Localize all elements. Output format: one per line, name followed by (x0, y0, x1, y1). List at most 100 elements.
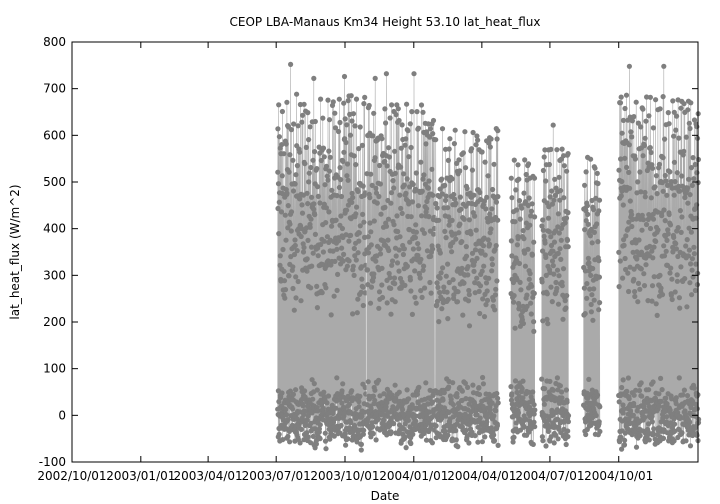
data-point (334, 246, 340, 252)
data-point (465, 272, 471, 278)
data-point (685, 107, 691, 113)
data-point (397, 234, 403, 240)
data-point (664, 192, 670, 198)
data-point (372, 387, 378, 393)
data-point (361, 101, 367, 107)
data-point (522, 157, 528, 163)
data-point (587, 233, 594, 239)
data-point (511, 434, 517, 440)
data-point (439, 415, 445, 421)
data-point (637, 169, 643, 175)
data-point (516, 260, 523, 267)
data-point (672, 289, 678, 295)
data-point (371, 110, 377, 116)
data-point (305, 110, 311, 116)
data-point (423, 380, 429, 386)
data-point (640, 217, 647, 223)
data-point (484, 415, 490, 421)
data-point (667, 270, 673, 276)
data-point (354, 310, 360, 316)
chart-title: CEOP LBA-Manaus Km34 Height 53.10 lat_he… (230, 15, 541, 29)
data-point (376, 289, 383, 295)
data-point (633, 99, 639, 105)
data-point (495, 395, 501, 401)
data-point (445, 432, 451, 438)
data-point (293, 172, 299, 178)
data-point (520, 228, 526, 234)
data-point (513, 207, 520, 213)
data-point (413, 222, 419, 228)
data-point (654, 312, 660, 318)
data-point (564, 168, 570, 174)
y-tick-label: 300 (43, 268, 66, 282)
data-point (590, 265, 596, 272)
data-point (450, 380, 456, 386)
data-point (453, 428, 459, 434)
data-point (439, 176, 445, 182)
data-point (427, 134, 433, 140)
data-point (317, 200, 323, 206)
data-point (322, 182, 328, 188)
data-point (642, 414, 648, 421)
data-point (592, 165, 598, 171)
data-point (373, 258, 379, 264)
data-point (682, 408, 688, 414)
data-point (314, 283, 320, 289)
data-point (439, 191, 445, 197)
data-point (407, 121, 413, 127)
data-point (475, 439, 481, 445)
data-point (318, 241, 324, 248)
data-point (312, 118, 318, 125)
data-point (281, 268, 287, 274)
data-point (385, 237, 391, 243)
data-point (437, 289, 443, 296)
data-point (540, 438, 546, 444)
data-point (472, 290, 478, 296)
data-point (491, 437, 497, 444)
data-point (563, 387, 570, 393)
data-point (551, 197, 557, 203)
data-point (441, 390, 447, 396)
data-point (660, 155, 666, 161)
data-point (399, 407, 406, 413)
data-point (628, 129, 634, 135)
data-point (297, 196, 303, 202)
data-point (450, 277, 456, 283)
data-point (689, 267, 695, 273)
data-point (474, 255, 480, 261)
data-point (545, 428, 552, 434)
data-point (554, 285, 560, 291)
data-point (659, 292, 666, 298)
data-point (667, 222, 674, 228)
data-point (344, 161, 351, 167)
data-point (619, 446, 625, 452)
data-point (653, 97, 659, 103)
data-point (687, 280, 693, 286)
data-point (288, 61, 294, 67)
data-point (439, 126, 446, 132)
data-point (365, 415, 371, 421)
data-point (399, 122, 405, 128)
data-point (466, 401, 472, 407)
data-point (674, 170, 680, 176)
data-point (484, 194, 490, 200)
data-point (386, 145, 392, 151)
data-point (341, 251, 347, 257)
data-point (553, 279, 559, 286)
data-point (674, 272, 680, 278)
data-point (398, 164, 404, 170)
data-point (591, 229, 598, 235)
data-point (308, 244, 315, 250)
data-point (423, 141, 429, 147)
data-point (620, 275, 626, 281)
data-point (480, 374, 486, 381)
data-point (289, 406, 296, 412)
data-point (454, 394, 460, 400)
data-point (520, 378, 526, 384)
data-point (461, 280, 467, 286)
data-point (454, 299, 461, 305)
data-point (284, 190, 290, 196)
data-point (287, 439, 293, 445)
data-point (483, 280, 490, 286)
data-point (554, 267, 561, 273)
